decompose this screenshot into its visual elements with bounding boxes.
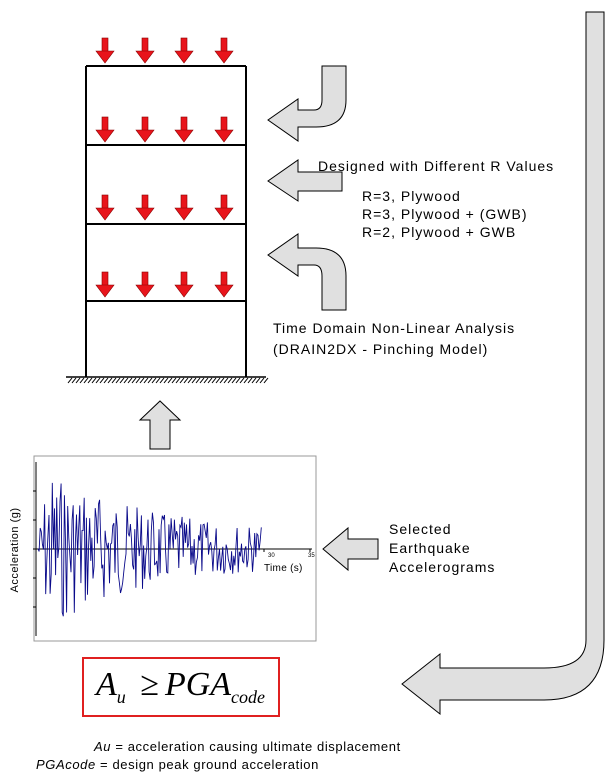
- legend-au-term: Au: [94, 739, 112, 754]
- legend-pga: PGAcode = design peak ground acceleratio…: [36, 757, 319, 772]
- load-arrow-icon: [95, 37, 115, 64]
- legend-pga-def: = design peak ground acceleration: [95, 757, 319, 772]
- selected-label-line3: Accelerograms: [389, 559, 496, 575]
- eq-pga-sub: code: [231, 687, 266, 707]
- x-tick-label: 30: [268, 553, 275, 559]
- analysis-label-line2: (DRAIN2DX - Pinching Model): [273, 341, 489, 357]
- curved-arrow-bottom-icon: [267, 233, 347, 311]
- load-arrow-icon: [135, 271, 155, 298]
- x-tick-label: 35: [308, 553, 315, 559]
- eq-a-sub: u: [116, 687, 126, 707]
- load-arrow-icon: [95, 194, 115, 221]
- selected-label-line2: Earthquake: [389, 540, 471, 556]
- equation-box: [82, 657, 280, 717]
- load-arrow-icon: [214, 194, 234, 221]
- load-arrow-icon: [95, 116, 115, 143]
- floor-load-arrows: [95, 37, 234, 298]
- acceleration-signal-line: [37, 482, 262, 617]
- load-arrow-icon: [214, 271, 234, 298]
- selected-label-line1: Selected: [389, 521, 452, 537]
- r-value-item: R=3, Plywood + (GWB): [362, 206, 528, 222]
- load-arrow-icon: [174, 271, 194, 298]
- accelerogram-chart: [33, 455, 317, 642]
- x-axis-title: Time (s): [264, 563, 303, 574]
- straight-arrow-left-icon: [267, 159, 343, 202]
- load-arrow-icon: [174, 116, 194, 143]
- load-arrow-icon: [95, 271, 115, 298]
- load-arrow-icon: [135, 37, 155, 64]
- r-value-item: R=2, Plywood + GWB: [362, 224, 517, 240]
- load-arrow-icon: [174, 194, 194, 221]
- r-value-item: R=3, Plywood: [362, 188, 461, 204]
- building-frame: [66, 65, 266, 378]
- feedback-return-arrow-icon: [401, 11, 605, 716]
- analysis-label-line1: Time Domain Non-Linear Analysis: [273, 320, 516, 336]
- load-arrow-icon: [135, 194, 155, 221]
- designed-label: Designed with Different R Values: [318, 158, 555, 174]
- eq-pga: PGA: [164, 666, 232, 703]
- criterion-equation: Au ≥ PGAcode: [96, 665, 265, 709]
- load-arrow-icon: [214, 37, 234, 64]
- legend-pga-term: PGAcode: [36, 757, 96, 772]
- straight-arrow-to-chart-icon: [322, 526, 379, 572]
- load-arrow-icon: [135, 116, 155, 143]
- chart-y-axis-label: Acceleration (g): [6, 462, 24, 638]
- eq-ge-symbol: ≥: [140, 666, 159, 703]
- load-arrow-icon: [174, 37, 194, 64]
- up-arrow-icon: [138, 400, 182, 450]
- curved-arrow-top-icon: [267, 65, 347, 142]
- eq-a: A: [96, 666, 117, 703]
- legend-au-def: = acceleration causing ultimate displace…: [111, 739, 401, 754]
- y-axis-title: Acceleration (g): [9, 507, 21, 593]
- legend-au: Au = acceleration causing ultimate displ…: [94, 739, 401, 754]
- ground-hatch: [67, 377, 269, 384]
- load-arrow-icon: [214, 116, 234, 143]
